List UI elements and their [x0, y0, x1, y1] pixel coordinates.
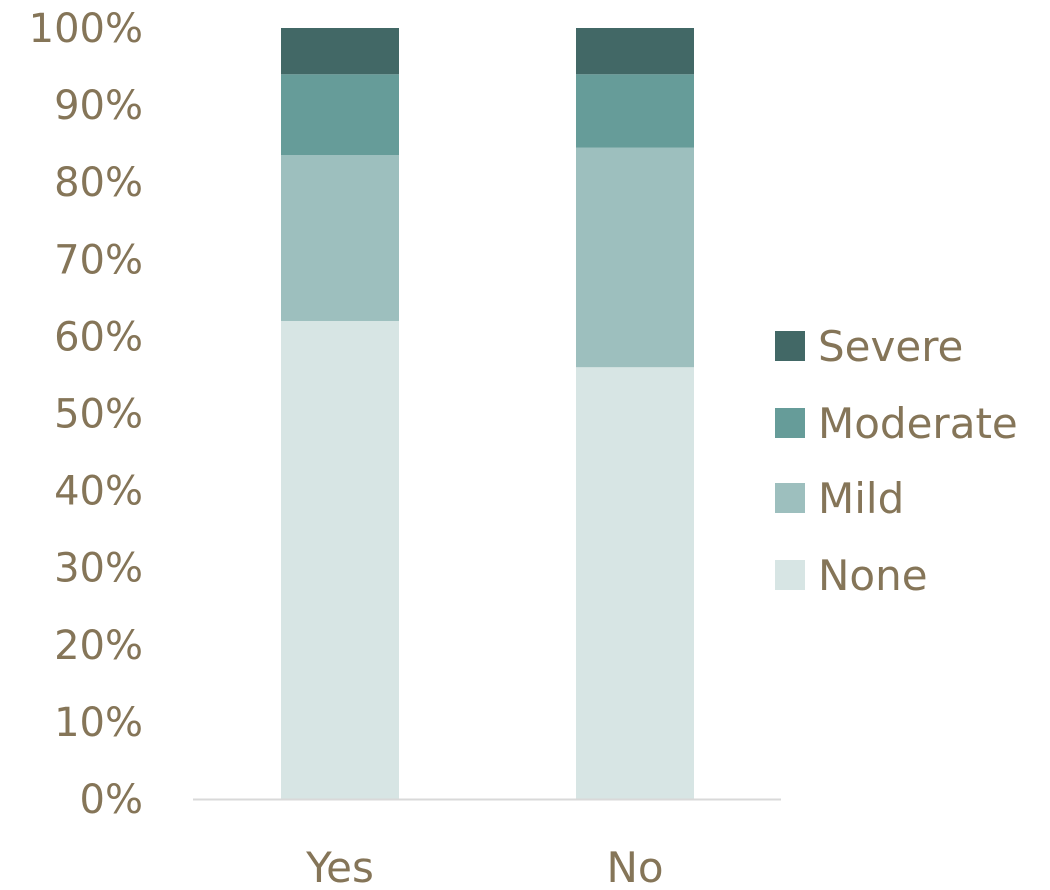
y-tick-label: 10%	[54, 700, 143, 746]
bar-segment-none-yes	[281, 320, 399, 799]
x-axis: Yes No	[305, 843, 663, 890]
legend-swatch-none	[775, 560, 805, 590]
legend: Severe Moderate Mild None	[775, 322, 1018, 600]
bar-segment-none-no	[576, 367, 694, 799]
legend-label-moderate: Moderate	[818, 399, 1018, 448]
y-axis: 0% 10% 20% 30% 40% 50% 60% 70% 80% 90% 100%	[29, 6, 143, 823]
bar-segment-moderate-yes	[281, 74, 399, 156]
legend-label-mild: Mild	[818, 474, 904, 523]
legend-swatch-moderate	[775, 408, 805, 438]
bar-segment-severe-no	[576, 28, 694, 75]
y-tick-label: 90%	[54, 83, 143, 129]
y-tick-label: 0%	[80, 777, 143, 823]
bar-segment-mild-no	[576, 147, 694, 368]
bars-area	[281, 28, 694, 799]
legend-label-none: None	[818, 551, 928, 600]
legend-swatch-severe	[775, 331, 805, 361]
bar-segment-mild-yes	[281, 155, 399, 321]
y-tick-label: 20%	[54, 623, 143, 669]
y-tick-label: 70%	[54, 237, 143, 283]
y-tick-label: 50%	[54, 392, 143, 438]
legend-swatch-mild	[775, 483, 805, 513]
x-category-label: Yes	[305, 843, 374, 890]
bar-segment-moderate-no	[576, 74, 694, 148]
bar-segment-severe-yes	[281, 28, 399, 75]
y-tick-label: 40%	[54, 469, 143, 515]
y-tick-label: 80%	[54, 160, 143, 206]
y-tick-label: 100%	[29, 6, 143, 52]
legend-label-severe: Severe	[818, 322, 963, 371]
y-tick-label: 30%	[54, 546, 143, 592]
y-tick-label: 60%	[54, 314, 143, 360]
x-category-label: No	[606, 843, 663, 890]
